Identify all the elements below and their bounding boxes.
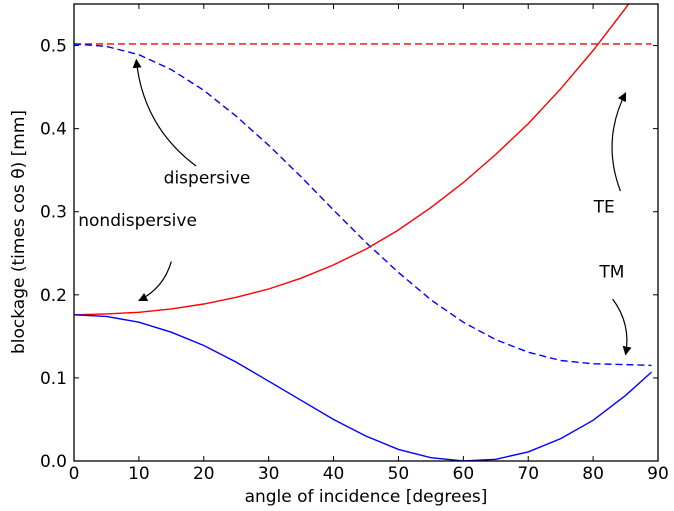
x-axis-label: angle of incidence [degrees] <box>245 487 488 507</box>
x-tick-label: 10 <box>128 464 150 484</box>
x-tick-label: 70 <box>517 464 539 484</box>
plot-area <box>74 4 658 461</box>
y-tick-label: 0.5 <box>40 37 67 57</box>
x-tick-label: 40 <box>323 464 345 484</box>
y-tick-label: 0.1 <box>40 369 67 389</box>
x-tick-label: 50 <box>388 464 410 484</box>
annotation-label-1: nondispersive <box>78 211 197 231</box>
x-tick-label: 20 <box>193 464 215 484</box>
annotation-label-0: dispersive <box>164 168 251 188</box>
y-tick-label: 0.3 <box>40 203 67 223</box>
x-tick-label: 0 <box>69 464 80 484</box>
y-tick-label: 0.4 <box>40 120 67 140</box>
y-axis-label: blockage (times cos θ) [mm] <box>9 110 29 354</box>
y-tick-label: 0.0 <box>40 452 67 472</box>
x-tick-label: 60 <box>453 464 475 484</box>
y-tick-label: 0.2 <box>40 286 67 306</box>
x-tick-label: 30 <box>258 464 280 484</box>
x-tick-label: 80 <box>582 464 604 484</box>
annotation-label-2: TE <box>593 198 615 218</box>
annotation-label-3: TM <box>598 262 624 282</box>
x-tick-label: 90 <box>647 464 669 484</box>
